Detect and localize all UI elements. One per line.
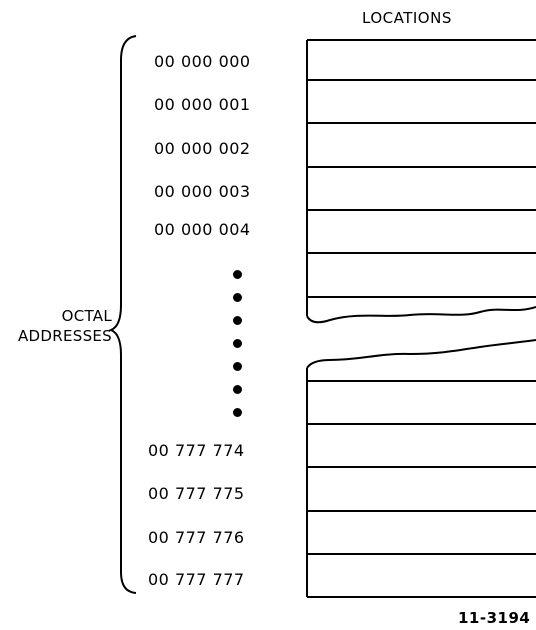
memory-stack-top	[306, 39, 536, 324]
address-label: 00 777 776	[148, 528, 245, 547]
locations-header: LOCATIONS	[362, 9, 452, 27]
break-line-bottom	[306, 339, 536, 369]
address-label: 00 777 775	[148, 484, 245, 503]
memory-stack-bottom	[306, 339, 536, 598]
ellipsis-dot	[233, 408, 242, 417]
figure-number: 11-3194	[458, 609, 531, 627]
address-label: 00 000 000	[154, 52, 251, 71]
ellipsis-dot	[233, 385, 242, 394]
break-line-top	[306, 306, 536, 324]
address-label: 00 777 774	[148, 441, 245, 460]
octal-addresses-label: OCTAL ADDRESSES	[18, 306, 112, 346]
ellipsis-dot	[233, 316, 242, 325]
ellipsis-dot	[233, 362, 242, 371]
address-label: 00 777 777	[148, 570, 245, 589]
ellipsis-dot	[233, 270, 242, 279]
address-label: 00 000 002	[154, 139, 251, 158]
address-label: 00 000 001	[154, 95, 251, 114]
address-label: 00 000 003	[154, 182, 251, 201]
side-label-line1: OCTAL	[61, 307, 112, 325]
side-label-line2: ADDRESSES	[17, 327, 112, 345]
address-brace	[108, 35, 137, 594]
ellipsis-dot	[233, 293, 242, 302]
ellipsis-dot	[233, 339, 242, 348]
address-label: 00 000 004	[154, 220, 251, 239]
